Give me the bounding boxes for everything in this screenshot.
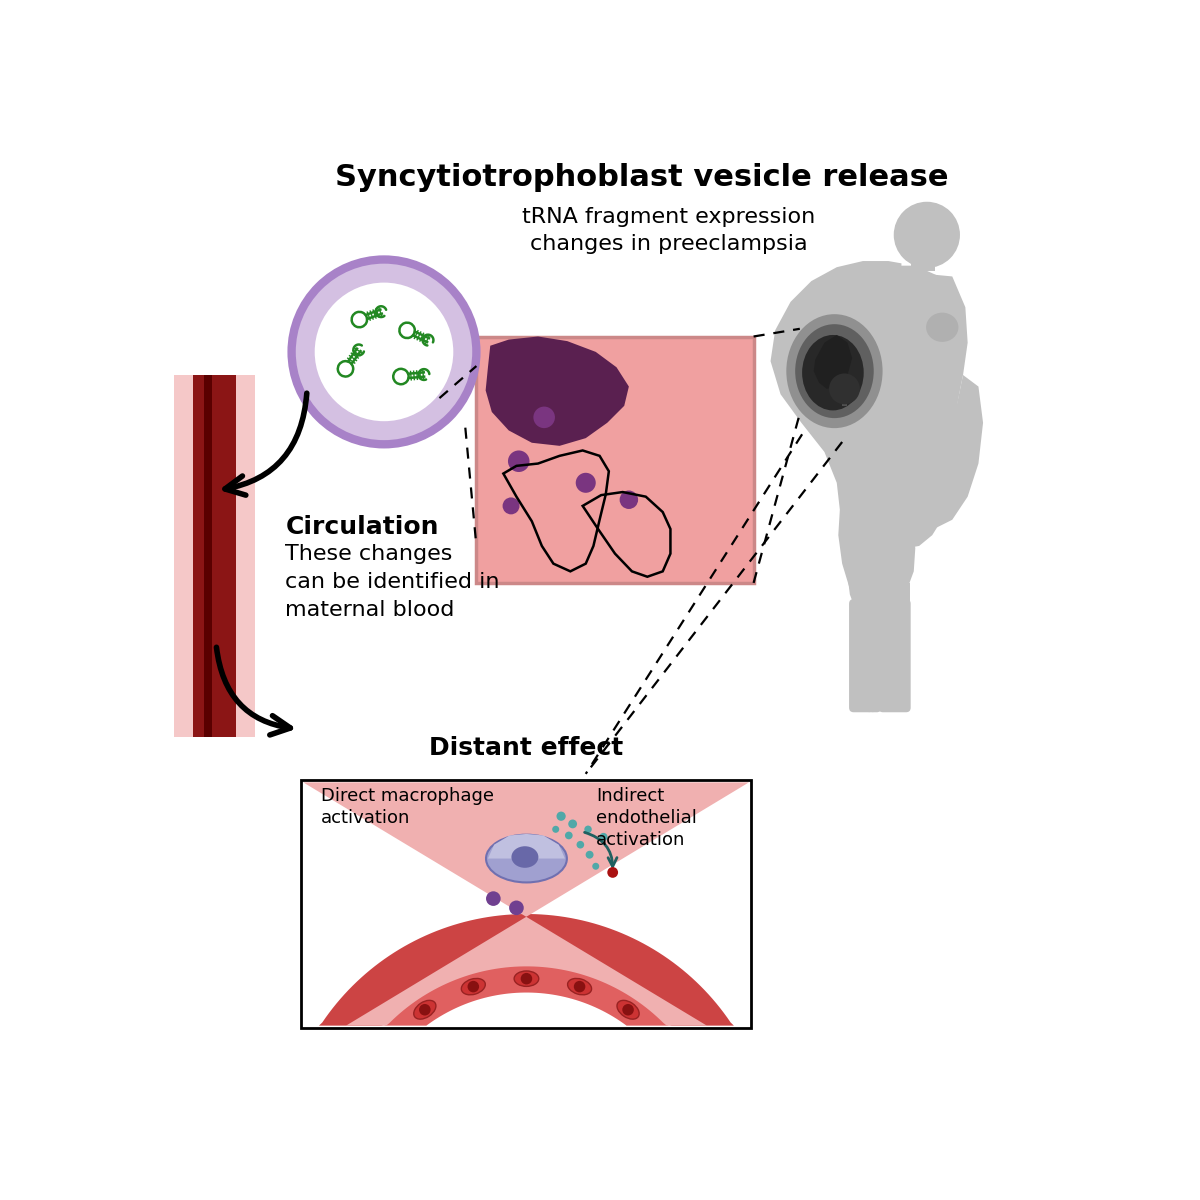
Circle shape: [607, 868, 618, 878]
FancyArrowPatch shape: [216, 647, 290, 734]
Polygon shape: [899, 499, 940, 548]
Polygon shape: [304, 782, 749, 1026]
Ellipse shape: [461, 978, 485, 995]
Circle shape: [569, 820, 576, 828]
Ellipse shape: [786, 314, 882, 428]
Polygon shape: [304, 914, 749, 1026]
Circle shape: [486, 892, 500, 906]
Text: Circulation: Circulation: [286, 515, 439, 539]
Circle shape: [894, 203, 959, 268]
Ellipse shape: [568, 978, 592, 995]
FancyBboxPatch shape: [850, 599, 882, 713]
FancyBboxPatch shape: [174, 374, 256, 737]
Circle shape: [576, 473, 595, 493]
Circle shape: [565, 832, 572, 839]
FancyBboxPatch shape: [878, 599, 911, 713]
Circle shape: [552, 826, 559, 833]
Polygon shape: [344, 965, 708, 1026]
Ellipse shape: [486, 835, 566, 882]
FancyBboxPatch shape: [842, 386, 847, 406]
FancyBboxPatch shape: [852, 583, 910, 618]
Polygon shape: [804, 269, 967, 528]
Ellipse shape: [511, 846, 539, 868]
Circle shape: [623, 1004, 634, 1015]
Text: These changes
can be identified in
maternal blood: These changes can be identified in mater…: [286, 545, 500, 620]
Ellipse shape: [796, 324, 874, 418]
Circle shape: [292, 259, 476, 444]
Circle shape: [557, 812, 565, 821]
Circle shape: [574, 980, 586, 992]
Ellipse shape: [802, 335, 864, 410]
FancyBboxPatch shape: [204, 374, 211, 737]
Polygon shape: [814, 335, 852, 389]
FancyArrowPatch shape: [584, 833, 617, 866]
Ellipse shape: [926, 313, 959, 342]
Polygon shape: [488, 834, 565, 858]
Circle shape: [619, 491, 638, 509]
Circle shape: [521, 973, 533, 984]
Circle shape: [509, 900, 523, 916]
Circle shape: [533, 407, 554, 428]
Text: Direct macrophage
activation: Direct macrophage activation: [320, 787, 494, 827]
FancyArrowPatch shape: [224, 394, 307, 496]
Text: Syncytiotrophoblast vesicle release: Syncytiotrophoblast vesicle release: [335, 163, 949, 192]
Circle shape: [508, 450, 529, 472]
FancyBboxPatch shape: [476, 336, 754, 583]
Ellipse shape: [414, 1001, 436, 1019]
Polygon shape: [486, 336, 629, 446]
Text: tRNA fragment expression
changes in preeclampsia: tRNA fragment expression changes in pree…: [522, 208, 816, 253]
Polygon shape: [926, 374, 983, 528]
Circle shape: [584, 826, 593, 834]
Text: Indirect
endothelial
activation: Indirect endothelial activation: [595, 787, 697, 850]
Circle shape: [419, 1004, 431, 1015]
Circle shape: [503, 498, 520, 515]
Text: Distant effect: Distant effect: [430, 736, 624, 760]
Ellipse shape: [514, 971, 539, 986]
Circle shape: [600, 834, 607, 840]
Circle shape: [829, 373, 860, 404]
Circle shape: [576, 840, 584, 848]
Polygon shape: [770, 262, 965, 713]
Circle shape: [894, 202, 960, 268]
Circle shape: [586, 851, 594, 859]
FancyBboxPatch shape: [301, 780, 751, 1028]
Circle shape: [593, 863, 599, 870]
Circle shape: [314, 282, 454, 421]
FancyBboxPatch shape: [912, 234, 935, 271]
FancyBboxPatch shape: [193, 374, 236, 737]
Polygon shape: [846, 460, 922, 616]
Circle shape: [468, 980, 479, 992]
Ellipse shape: [617, 1001, 640, 1019]
